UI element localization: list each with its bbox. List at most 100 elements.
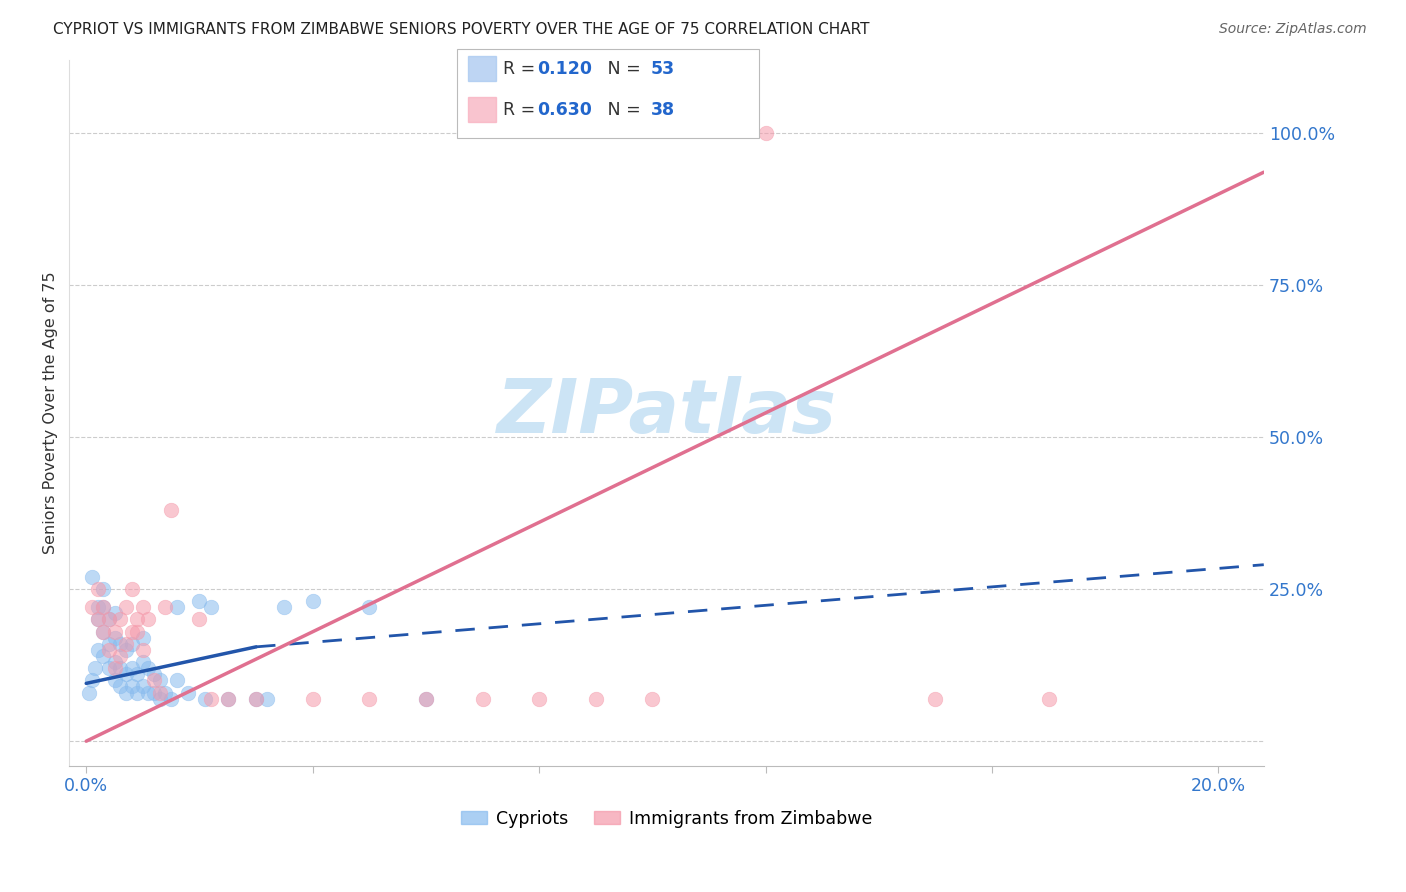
Point	[149, 685, 172, 699]
Point	[188, 594, 211, 608]
Point	[138, 612, 160, 626]
Point	[103, 655, 125, 669]
Point	[245, 691, 267, 706]
Point	[91, 600, 114, 615]
Point	[143, 667, 166, 681]
Point	[160, 503, 183, 517]
Y-axis label: Seniors Poverty Over the Age of 75: Seniors Poverty Over the Age of 75	[44, 271, 58, 554]
Point	[359, 600, 381, 615]
Point	[115, 643, 138, 657]
Point	[127, 624, 149, 639]
Point	[108, 637, 131, 651]
Point	[97, 637, 120, 651]
Point	[97, 643, 120, 657]
Point	[91, 624, 114, 639]
Point	[115, 600, 138, 615]
Point	[86, 612, 108, 626]
Point	[97, 612, 120, 626]
Point	[86, 600, 108, 615]
Point	[121, 624, 143, 639]
Point	[132, 680, 155, 694]
Point	[108, 648, 131, 663]
Text: ZIPatlas: ZIPatlas	[496, 376, 837, 449]
Point	[755, 126, 778, 140]
Point	[166, 673, 188, 688]
Point	[245, 691, 267, 706]
Point	[91, 624, 114, 639]
Point	[121, 582, 143, 596]
Point	[86, 612, 108, 626]
Point	[200, 600, 222, 615]
Point	[121, 637, 143, 651]
Point	[91, 600, 114, 615]
Point	[256, 691, 278, 706]
Text: 0.120: 0.120	[537, 60, 592, 78]
Point	[103, 607, 125, 621]
Point	[127, 612, 149, 626]
Point	[160, 691, 183, 706]
Text: 38: 38	[651, 101, 675, 119]
Point	[127, 667, 149, 681]
Point	[1038, 691, 1060, 706]
Point	[108, 612, 131, 626]
Point	[641, 691, 664, 706]
Point	[127, 685, 149, 699]
Point	[103, 661, 125, 675]
Text: N =: N =	[591, 101, 645, 119]
Text: 53: 53	[651, 60, 675, 78]
Point	[149, 691, 172, 706]
Point	[301, 691, 323, 706]
Point	[91, 648, 114, 663]
Point	[177, 685, 200, 699]
Point	[115, 685, 138, 699]
Point	[115, 637, 138, 651]
Point	[103, 673, 125, 688]
Point	[91, 582, 114, 596]
Point	[80, 673, 103, 688]
Text: R =: R =	[503, 60, 541, 78]
Point	[924, 691, 946, 706]
Point	[143, 673, 166, 688]
Point	[471, 691, 494, 706]
Point	[115, 667, 138, 681]
Point	[83, 661, 105, 675]
Point	[132, 631, 155, 645]
Point	[359, 691, 381, 706]
Point	[188, 612, 211, 626]
Legend: Cypriots, Immigrants from Zimbabwe: Cypriots, Immigrants from Zimbabwe	[454, 803, 879, 835]
Text: R =: R =	[503, 101, 541, 119]
Point	[527, 691, 550, 706]
Text: N =: N =	[591, 60, 645, 78]
Point	[217, 691, 239, 706]
Text: CYPRIOT VS IMMIGRANTS FROM ZIMBABWE SENIORS POVERTY OVER THE AGE OF 75 CORRELATI: CYPRIOT VS IMMIGRANTS FROM ZIMBABWE SENI…	[53, 22, 870, 37]
Point	[585, 691, 607, 706]
Point	[155, 685, 177, 699]
Point	[80, 570, 103, 584]
Point	[97, 612, 120, 626]
Point	[80, 600, 103, 615]
Point	[103, 631, 125, 645]
Point	[121, 661, 143, 675]
Point	[108, 680, 131, 694]
Point	[121, 680, 143, 694]
Point	[273, 600, 295, 615]
Point	[217, 691, 239, 706]
Point	[86, 582, 108, 596]
Point	[301, 594, 323, 608]
Point	[143, 685, 166, 699]
Point	[415, 691, 437, 706]
Point	[200, 691, 222, 706]
Point	[149, 673, 172, 688]
Point	[155, 600, 177, 615]
Text: 0.630: 0.630	[537, 101, 592, 119]
Point	[138, 661, 160, 675]
Text: Source: ZipAtlas.com: Source: ZipAtlas.com	[1219, 22, 1367, 37]
Point	[103, 624, 125, 639]
Point	[132, 643, 155, 657]
Point	[415, 691, 437, 706]
Point	[86, 643, 108, 657]
Point	[108, 661, 131, 675]
Point	[77, 685, 100, 699]
Point	[138, 685, 160, 699]
Point	[194, 691, 217, 706]
